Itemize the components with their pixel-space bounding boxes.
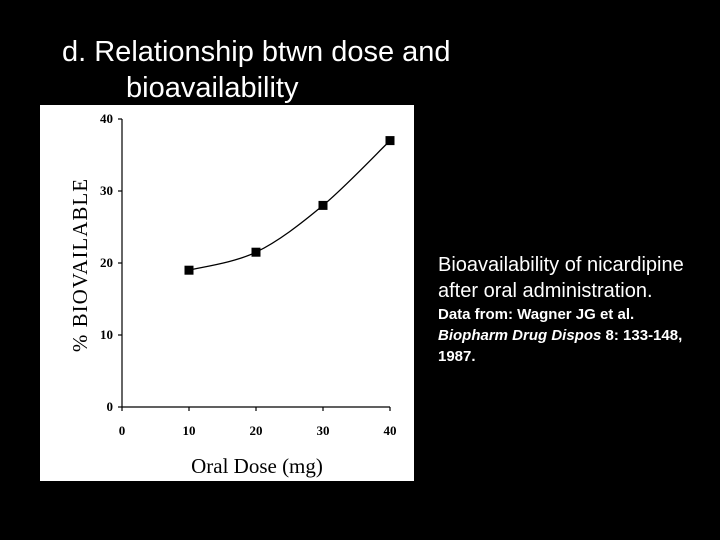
slide-title: d. Relationship btwn dose and bioavailab… [62,34,582,106]
ticks: 0 10 20 30 40 0 10 20 30 40 [100,111,397,438]
series-line [188,140,391,271]
y-tick-label-0: 0 [107,399,114,414]
y-tick-label-20: 20 [100,255,113,270]
x-tick-label-40: 40 [384,423,397,438]
data-point-40 [385,136,395,146]
series [184,136,395,275]
y-tick-label-10: 10 [100,327,113,342]
slide-title-line1: d. Relationship btwn dose and [62,36,451,68]
data-point-10 [184,265,194,275]
x-tick-label-20: 20 [250,423,263,438]
slide-title-line2: bioavailability [126,72,299,104]
x-tick-label-10: 10 [183,423,196,438]
y-tick-label-30: 30 [100,183,113,198]
x-tick-label-30: 30 [317,423,330,438]
axes [121,119,390,408]
y-tick-label-40: 40 [100,111,113,126]
chart-panel: 0 10 20 30 40 0 10 20 30 40 Oral Dose (mg) % BIOV… [40,105,414,481]
caption-reference: 8: 133-148, 1987. [438,327,683,365]
data-point-30 [318,200,328,210]
data-point-20 [251,247,261,257]
caption-journal: Biopharm Drug Dispos [438,327,602,344]
y-axis-title: % BIOVAILABLE [68,178,92,352]
caption-main: Bioavailability of nicardipine after ora… [438,254,684,302]
x-tick-label-0: 0 [119,423,126,438]
dose-bioavailability-chart: 0 10 20 30 40 0 10 20 30 40 Oral Dose (mg) % BIOV… [68,111,397,478]
x-axis-title: Oral Dose (mg) [191,454,323,478]
caption: Bioavailability of nicardipine after ora… [438,252,708,367]
caption-data-prefix: Data from: Wagner JG et al. [438,306,635,323]
